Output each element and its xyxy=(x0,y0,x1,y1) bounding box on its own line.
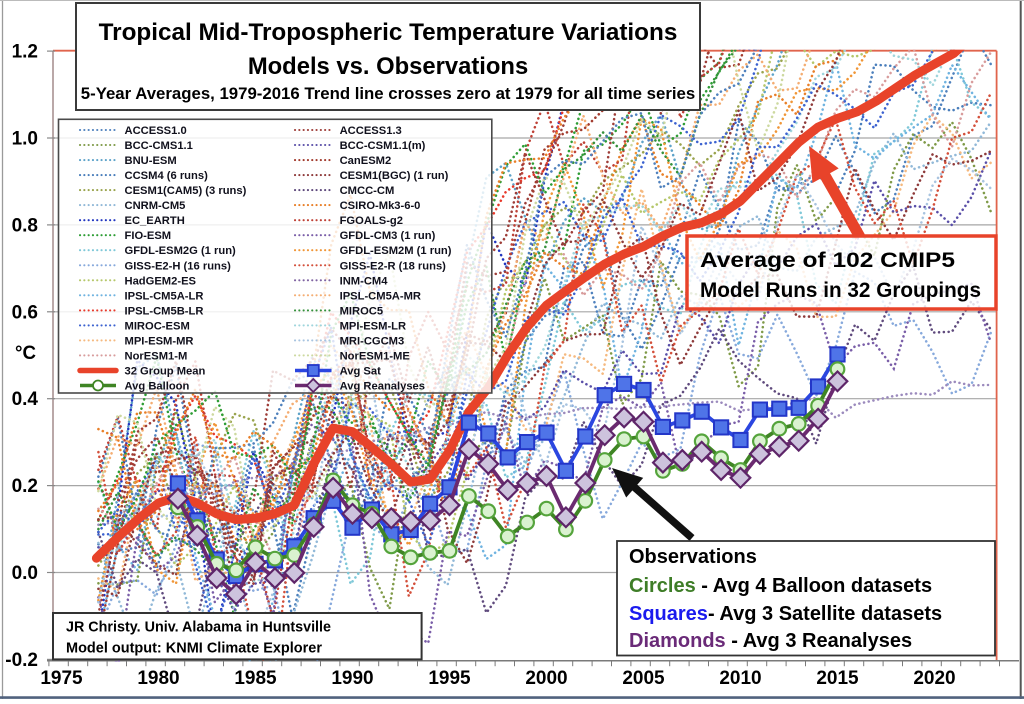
svg-text:MPI-ESM-MR: MPI-ESM-MR xyxy=(125,335,194,347)
svg-text:5-Year Averages, 1979-2016 Tre: 5-Year Averages, 1979-2016 Trend line cr… xyxy=(81,84,695,103)
svg-text:1.0: 1.0 xyxy=(12,129,38,150)
svg-text:BNU-ESM: BNU-ESM xyxy=(125,155,177,167)
svg-text:CSIRO-Mk3-6-0: CSIRO-Mk3-6-0 xyxy=(340,200,421,212)
svg-text:Average of 102 CMIP5: Average of 102 CMIP5 xyxy=(700,248,955,272)
svg-text:Avg Balloon: Avg Balloon xyxy=(125,381,190,393)
svg-text:NorESM1-ME: NorESM1-ME xyxy=(340,350,411,362)
svg-text:MIROC5: MIROC5 xyxy=(340,305,384,317)
svg-text:ACCESS1.3: ACCESS1.3 xyxy=(340,125,402,137)
svg-text:0.0: 0.0 xyxy=(12,563,38,584)
svg-text:Avg Sat: Avg Sat xyxy=(340,366,382,378)
svg-text:CCSM4 (6 runs): CCSM4 (6 runs) xyxy=(125,170,209,182)
svg-text:Circles - Avg 4 Balloon datase: Circles - Avg 4 Balloon datasets xyxy=(629,575,932,597)
svg-text:INM-CM4: INM-CM4 xyxy=(340,275,389,287)
svg-text:1975: 1975 xyxy=(40,668,83,689)
svg-text:CESM1(BGC) (1 run): CESM1(BGC) (1 run) xyxy=(340,170,449,182)
svg-text:0.4: 0.4 xyxy=(12,389,39,410)
svg-text:Model Runs in 32 Groupings: Model Runs in 32 Groupings xyxy=(700,278,981,302)
svg-text:IPSL-CM5B-LR: IPSL-CM5B-LR xyxy=(125,305,204,317)
svg-text:-0.2: -0.2 xyxy=(5,650,38,671)
svg-text:2005: 2005 xyxy=(622,668,665,689)
svg-text:JR Christy. Univ. Alabama in H: JR Christy. Univ. Alabama in Huntsville xyxy=(66,619,331,636)
svg-text:Observations: Observations xyxy=(629,546,757,568)
svg-text:ACCESS1.0: ACCESS1.0 xyxy=(125,125,187,137)
svg-text:BCC-CSM1.1(m): BCC-CSM1.1(m) xyxy=(340,140,426,152)
svg-text:GISS-E2-R (18 runs): GISS-E2-R (18 runs) xyxy=(340,260,447,272)
svg-text:BCC-CMS1.1: BCC-CMS1.1 xyxy=(125,140,193,152)
svg-text:Squares- Avg 3 Satellite datas: Squares- Avg 3 Satellite datasets xyxy=(629,603,942,625)
svg-text:GFDL-CM3 (1 run): GFDL-CM3 (1 run) xyxy=(340,230,436,242)
svg-text:1.2: 1.2 xyxy=(12,42,38,63)
svg-text:IPSL-CM5A-LR: IPSL-CM5A-LR xyxy=(125,290,204,302)
svg-text:NorESM1-M: NorESM1-M xyxy=(125,350,188,362)
svg-text:GFDL-ESM2M (1 run): GFDL-ESM2M (1 run) xyxy=(340,245,452,257)
svg-text:Avg Reanalyses: Avg Reanalyses xyxy=(340,381,425,393)
svg-text:FIO-ESM: FIO-ESM xyxy=(125,230,172,242)
svg-text:°C: °C xyxy=(15,343,36,364)
svg-text:1995: 1995 xyxy=(428,668,471,689)
svg-text:MIROC-ESM: MIROC-ESM xyxy=(125,320,190,332)
svg-text:0.8: 0.8 xyxy=(12,215,38,236)
svg-text:HadGEM2-ES: HadGEM2-ES xyxy=(125,275,197,287)
svg-text:CESM1(CAM5) (3 runs): CESM1(CAM5) (3 runs) xyxy=(125,185,247,197)
svg-text:MRI-CGCM3: MRI-CGCM3 xyxy=(340,335,405,347)
svg-text:MPI-ESM-LR: MPI-ESM-LR xyxy=(340,320,407,332)
svg-text:1990: 1990 xyxy=(331,668,373,689)
svg-text:2010: 2010 xyxy=(719,668,761,689)
svg-text:0.2: 0.2 xyxy=(12,476,38,497)
svg-text:Diamonds - Avg 3 Reanalyses: Diamonds - Avg 3 Reanalyses xyxy=(629,630,912,652)
svg-text:32 Group Mean: 32 Group Mean xyxy=(125,366,206,378)
svg-text:FGOALS-g2: FGOALS-g2 xyxy=(340,215,403,227)
svg-text:1985: 1985 xyxy=(234,668,277,689)
svg-text:Tropical Mid-Tropospheric Temp: Tropical Mid-Tropospheric Temperature Va… xyxy=(99,19,678,46)
svg-text:IPSL-CM5A-MR: IPSL-CM5A-MR xyxy=(340,290,421,302)
svg-text:2000: 2000 xyxy=(525,668,567,689)
svg-text:0.6: 0.6 xyxy=(12,302,38,323)
svg-text:2015: 2015 xyxy=(816,668,859,689)
svg-text:1980: 1980 xyxy=(137,668,179,689)
svg-text:EC_EARTH: EC_EARTH xyxy=(125,215,185,227)
svg-text:Models vs. Observations: Models vs. Observations xyxy=(248,53,528,80)
svg-text:GFDL-ESM2G (1 run): GFDL-ESM2G (1 run) xyxy=(125,245,237,257)
svg-text:CanESM2: CanESM2 xyxy=(340,155,392,167)
svg-text:CMCC-CM: CMCC-CM xyxy=(340,185,395,197)
svg-text:2020: 2020 xyxy=(913,668,955,689)
svg-text:GISS-E2-H (16 runs): GISS-E2-H (16 runs) xyxy=(125,260,232,272)
svg-text:CNRM-CM5: CNRM-CM5 xyxy=(125,200,186,212)
svg-text:Model output: KNMI Climate Exp: Model output: KNMI Climate Explorer xyxy=(66,640,322,657)
